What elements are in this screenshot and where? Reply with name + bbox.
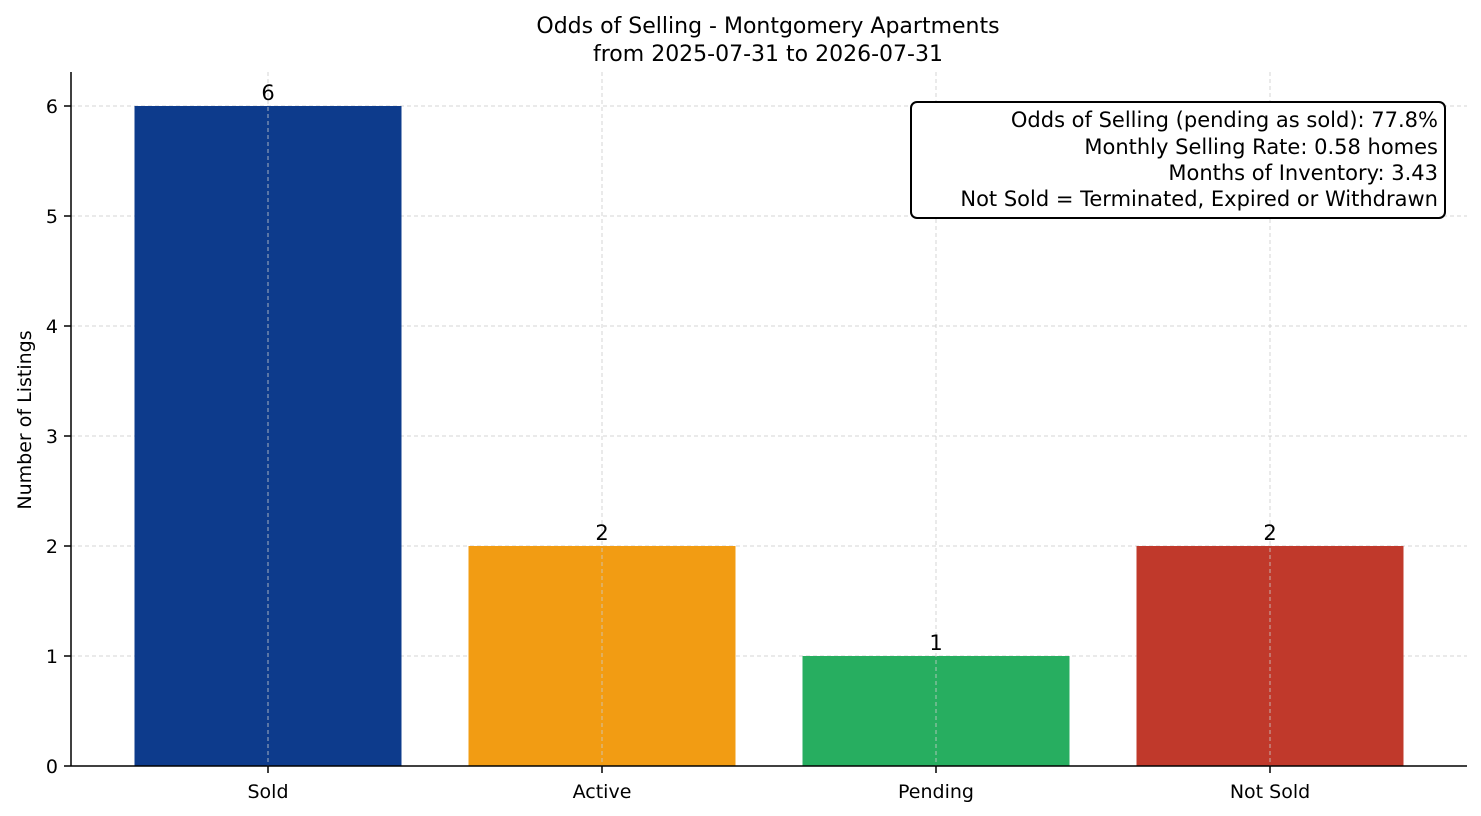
stats-annotation-box [910, 101, 1446, 219]
bar-value-label: 6 [261, 81, 274, 105]
x-tick-label: Active [573, 781, 632, 803]
stats-annotation-line: Odds of Selling (pending as sold): 77.8% [1011, 108, 1438, 132]
y-tick-label: 4 [46, 316, 58, 338]
x-tick-label: Sold [247, 781, 288, 803]
bar-value-label: 2 [1263, 521, 1276, 545]
x-ticks: Sold Active Pending Not Sold [247, 766, 1310, 803]
stats-annotation: Odds of Selling (pending as sold): 77.8%… [910, 101, 1446, 219]
stats-annotation-line: Months of Inventory: 3.43 [1168, 161, 1438, 185]
y-tick-label: 6 [46, 96, 58, 118]
chart-subtitle: from 2025-07-31 to 2026-07-31 [593, 42, 943, 67]
chart-title: Odds of Selling - Montgomery Apartments [536, 14, 999, 39]
y-axis-label: Number of Listings [14, 330, 36, 509]
y-tick-label: 1 [46, 646, 58, 668]
bar-value-label: 2 [595, 521, 608, 545]
x-tick-label: Not Sold [1230, 781, 1310, 803]
x-tick-label: Pending [898, 781, 974, 803]
y-tick-label: 2 [46, 536, 58, 558]
bar-value-label: 1 [929, 631, 942, 655]
y-tick-label: 3 [46, 426, 58, 448]
y-tick-label: 5 [46, 206, 58, 228]
y-ticks: 0 1 2 3 4 5 6 [46, 96, 71, 778]
stats-annotation-line: Not Sold = Terminated, Expired or Withdr… [960, 187, 1438, 211]
y-tick-label: 0 [46, 756, 58, 778]
stats-annotation-line: Monthly Selling Rate: 0.58 homes [1084, 135, 1438, 159]
